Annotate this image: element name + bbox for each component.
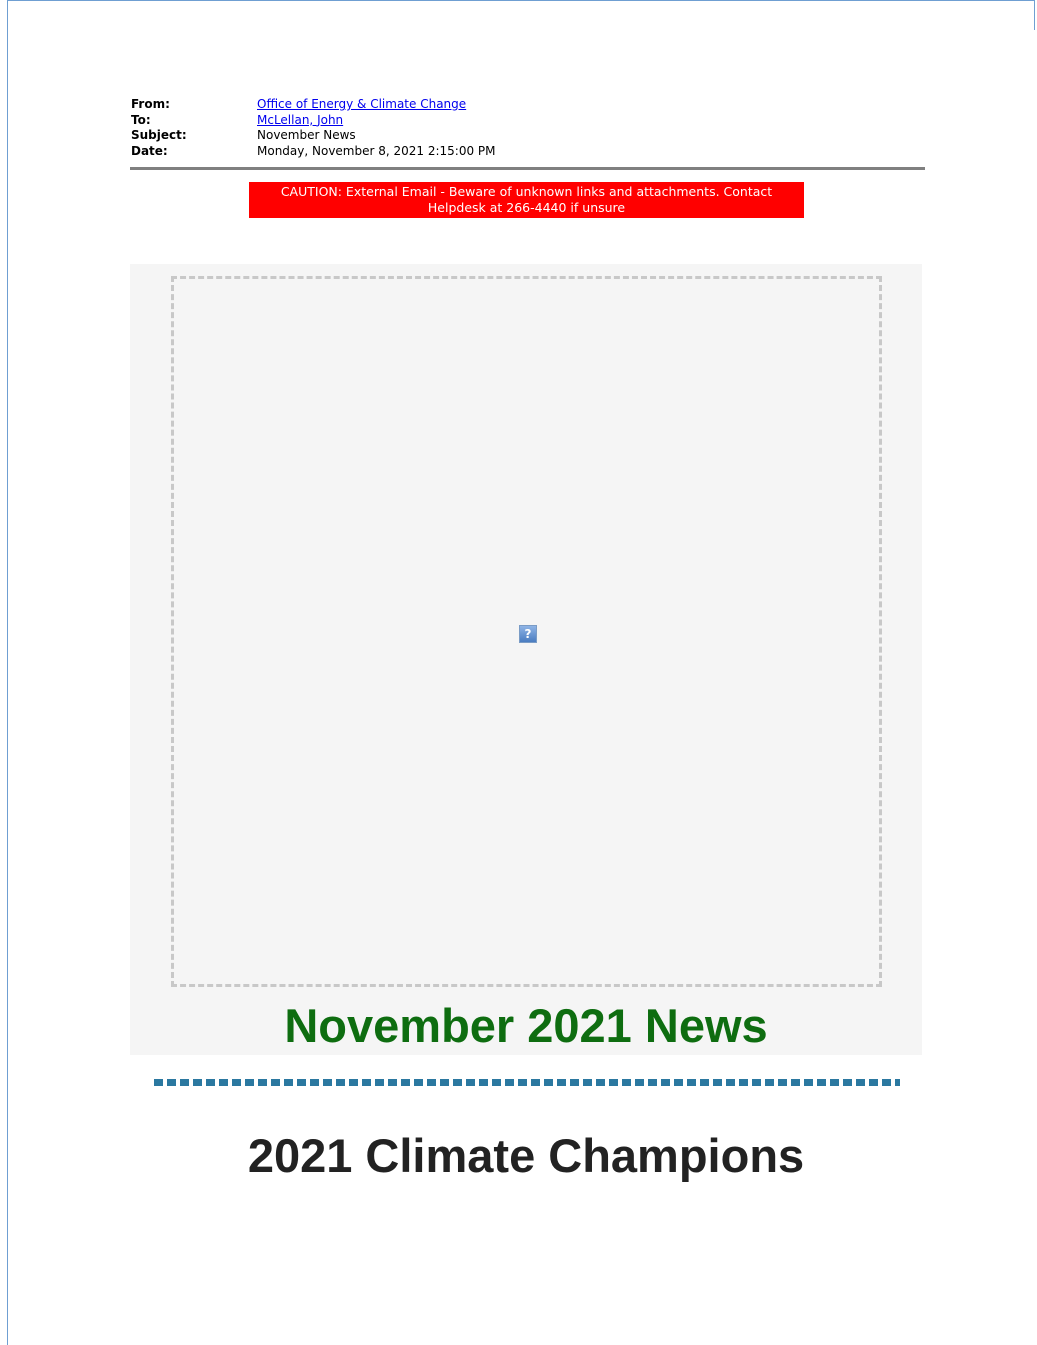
subject-label: Subject: <box>131 128 187 142</box>
to-link[interactable]: McLellan, John <box>257 112 344 127</box>
to-row: To: McLellan, John <box>131 113 496 129</box>
date-label: Date: <box>131 143 168 158</box>
subject-row: Subject: November News <box>131 128 496 144</box>
from-label: From: <box>131 97 170 111</box>
from-row: From: Office of Energy & Climate Change <box>131 97 496 113</box>
to-label: To: <box>131 112 151 127</box>
page-border-left <box>7 0 8 1345</box>
subject-value: November News <box>257 128 356 142</box>
dotted-divider <box>154 1079 900 1086</box>
date-value: Monday, November 8, 2021 2:15:00 PM <box>257 143 496 158</box>
caution-line-2: Helpdesk at 266-4440 if unsure <box>427 200 626 215</box>
section-title: 2021 Climate Champions <box>247 1129 805 1182</box>
page-border-right <box>1034 0 1035 30</box>
news-panel: ? November 2021 News <box>130 264 922 1055</box>
broken-image-icon: ? <box>519 625 537 643</box>
caution-banner: CAUTION: External Email - Beware of unkn… <box>249 182 804 218</box>
image-placeholder: ? <box>171 276 882 987</box>
news-title: November 2021 News <box>284 999 768 1052</box>
email-header: From: Office of Energy & Climate Change … <box>131 97 496 159</box>
caution-line-1: CAUTION: External Email - Beware of unkn… <box>280 184 773 199</box>
date-row: Date: Monday, November 8, 2021 2:15:00 P… <box>131 144 496 160</box>
header-divider <box>130 167 925 170</box>
page-border-top <box>7 0 1035 1</box>
from-link[interactable]: Office of Energy & Climate Change <box>257 97 467 111</box>
